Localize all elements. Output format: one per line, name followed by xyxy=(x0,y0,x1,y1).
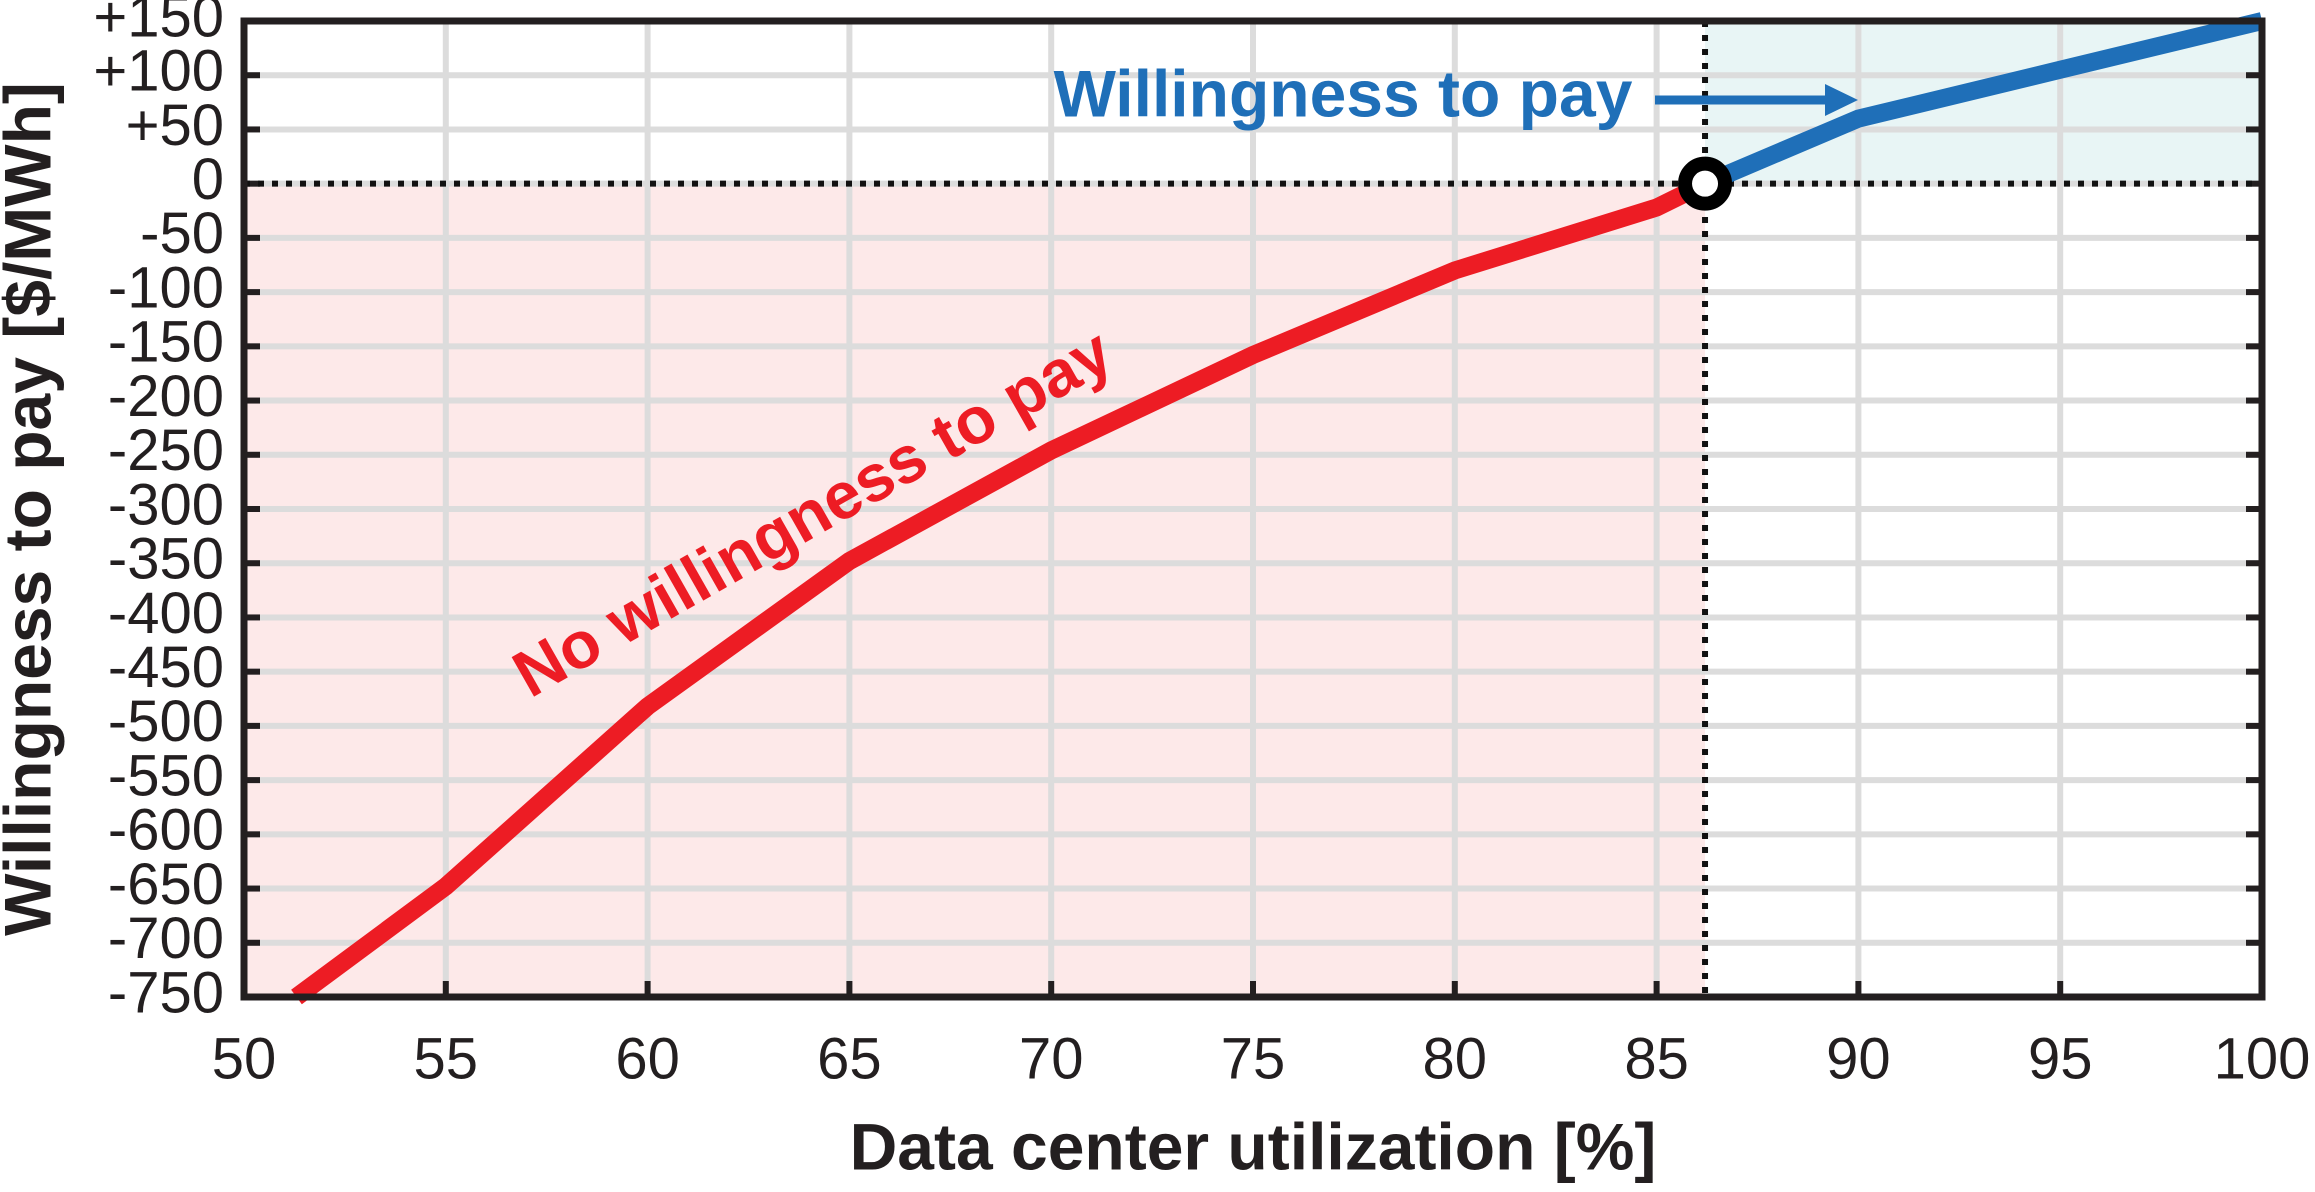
y-tick-label: +100 xyxy=(93,39,224,104)
x-tick-label: 85 xyxy=(1624,1026,1689,1091)
frame xyxy=(240,17,2266,1001)
y-tick-label: -500 xyxy=(108,689,224,754)
y-tick-label: -550 xyxy=(108,743,224,808)
y-tick-label: -300 xyxy=(108,472,224,537)
y-tick-label: -50 xyxy=(140,201,224,266)
x-tick-label: 95 xyxy=(2028,1026,2093,1091)
x-tick-label: 60 xyxy=(615,1026,680,1091)
y-tick-label: -650 xyxy=(108,852,224,917)
y-tick-label: -350 xyxy=(108,527,224,592)
x-tick-label: 90 xyxy=(1826,1026,1891,1091)
y-tick-label: -150 xyxy=(108,310,224,375)
y-tick-label: 0 xyxy=(192,147,224,212)
x-axis-title: Data center utilization [%] xyxy=(850,1109,1657,1183)
x-tick-label: 80 xyxy=(1423,1026,1488,1091)
y-tick-label: +150 xyxy=(93,0,224,49)
region-negative xyxy=(244,183,1706,997)
y-tick-label: +50 xyxy=(126,93,224,158)
y-tick-label: -100 xyxy=(108,255,224,320)
x-tick-label: 55 xyxy=(414,1026,479,1091)
annotation: Willingness to pay xyxy=(1054,56,1633,130)
y-tick-label: -750 xyxy=(108,960,224,1025)
x-tick-label: 65 xyxy=(817,1026,882,1091)
line xyxy=(291,175,1710,1005)
y-tick-label: -400 xyxy=(108,581,224,646)
annotation-arrowhead xyxy=(1825,84,1858,116)
x-tick-label: 100 xyxy=(2214,1026,2311,1091)
y-tick-label: -200 xyxy=(108,364,224,429)
y-tick-label: -450 xyxy=(108,635,224,700)
y-tick-label: -600 xyxy=(108,798,224,863)
x-tick-label: 75 xyxy=(1221,1026,1286,1091)
threshold-marker xyxy=(1678,156,1733,211)
x-tick-label: 50 xyxy=(212,1026,277,1091)
plot: 50 55 60 65 70 75 80 85 90 95 100+150+100+500-50-1… xyxy=(93,0,2310,1091)
y-tick-label: -700 xyxy=(108,906,224,971)
x-tick-label: 70 xyxy=(1019,1026,1084,1091)
y-axis-title: Willingness to pay [$/MWh] xyxy=(0,82,64,936)
line xyxy=(1701,12,2265,192)
y-tick-label: -250 xyxy=(108,418,224,483)
